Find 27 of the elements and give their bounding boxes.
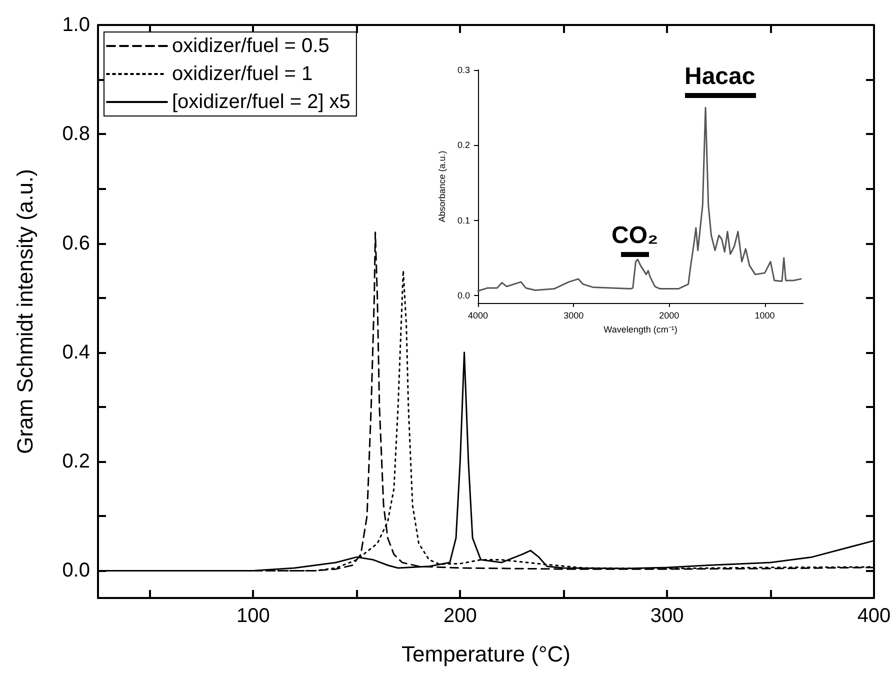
x-tick-label: 200 xyxy=(443,605,477,627)
annotation: CO₂ xyxy=(612,222,658,250)
y-tick-label: 0.2 xyxy=(457,140,470,150)
y-tick-label: 0.8 xyxy=(62,123,90,146)
legend-label: oxidizer/fuel = 0.5 xyxy=(172,35,330,57)
x-tick-label: 400 xyxy=(857,605,891,627)
y-tick-label: 1.0 xyxy=(62,14,90,36)
legend-label: oxidizer/fuel = 1 xyxy=(172,63,313,85)
x-tick-label: 4000 xyxy=(468,310,488,320)
y-tick-label: 0.0 xyxy=(457,290,470,300)
y-tick-label: 0.0 xyxy=(62,560,90,582)
y-axis-title: Gram Schmidt intensity (a.u.) xyxy=(12,169,38,454)
y-tick-label: 0.2 xyxy=(62,450,90,473)
legend-label: [oxidizer/fuel = 2] x5 xyxy=(172,91,350,113)
x-tick-label: 3000 xyxy=(564,310,584,320)
x-tick-label: 2000 xyxy=(659,310,680,320)
y-tick-label: 0.1 xyxy=(457,215,470,226)
annotation: Hacac xyxy=(684,63,756,91)
y-tick-label: 0.4 xyxy=(62,341,90,364)
y-axis-title: Absorbance (a.u.) xyxy=(437,150,448,222)
x-axis-title: Temperature (°C) xyxy=(402,642,570,666)
x-tick-label: 300 xyxy=(650,605,684,627)
y-tick-label: 0.3 xyxy=(457,65,470,75)
x-axis-title: Wavelength (cm⁻¹) xyxy=(604,324,678,334)
x-tick-label: 100 xyxy=(236,605,270,627)
x-tick-label: 1000 xyxy=(754,310,775,320)
y-tick-label: 0.6 xyxy=(62,232,90,254)
